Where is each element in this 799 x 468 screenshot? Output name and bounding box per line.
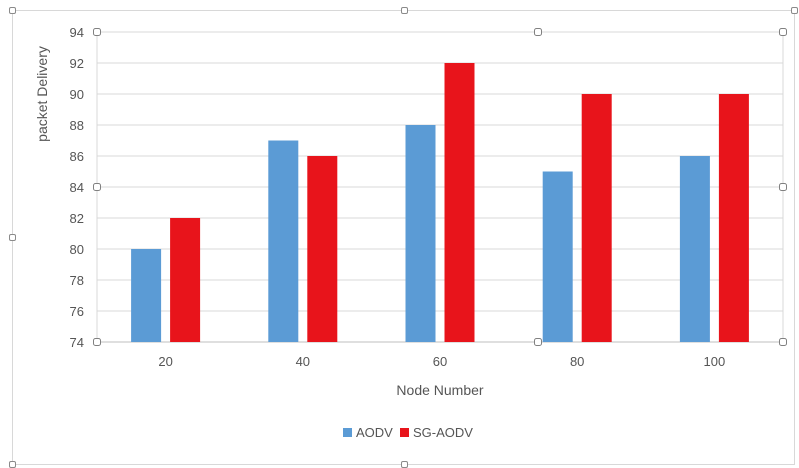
plot-resize-handle[interactable] [779,28,787,36]
legend-label: SG-AODV [413,425,473,440]
legend-swatch [400,428,409,437]
frame-resize-handle[interactable] [9,7,16,14]
plot-resize-handle[interactable] [93,183,101,191]
y-tick-label: 84 [70,180,84,195]
y-tick-label: 76 [70,304,84,319]
y-tick-label: 94 [70,25,84,40]
y-tick-label: 86 [70,149,84,164]
y-tick-label: 92 [70,56,84,71]
chart-area[interactable] [9,7,798,468]
bar-sg-aodv[interactable] [718,94,749,342]
bar-sg-aodv[interactable] [170,218,201,342]
bar-aodv[interactable] [131,249,162,342]
frame-resize-handle[interactable] [791,7,798,14]
y-tick-label: 82 [70,211,84,226]
x-tick-label: 60 [433,354,447,369]
bar-sg-aodv[interactable] [307,156,338,342]
bar-sg-aodv[interactable] [581,94,612,342]
plot-resize-handle[interactable] [779,338,787,346]
y-axis-title: packet Delivery [34,46,50,142]
bar-aodv[interactable] [405,125,436,342]
y-tick-label: 74 [70,335,84,350]
bar-aodv[interactable] [679,156,710,342]
y-axis-tick-labels: 74 76 78 80 82 84 86 88 90 92 94 [70,25,84,350]
bar-aodv[interactable] [268,140,299,343]
x-tick-label: 40 [296,354,310,369]
frame-resize-handle[interactable] [9,234,16,241]
legend: AODV SG-AODV [343,425,473,440]
x-axis-tick-labels: 20 40 60 80 100 [158,354,725,369]
y-tick-label: 90 [70,87,84,102]
x-tick-label: 80 [570,354,584,369]
y-tick-label: 78 [70,273,84,288]
plot-resize-handle[interactable] [534,338,542,346]
bars [131,63,749,342]
plot-resize-handle[interactable] [93,28,101,36]
legend-label: AODV [356,425,393,440]
plot-area-handles [93,28,787,346]
plot-resize-handle[interactable] [534,28,542,36]
legend-swatch [343,428,352,437]
x-tick-label: 100 [704,354,726,369]
plot-resize-handle[interactable] [779,183,787,191]
x-axis-title: Node Number [396,382,483,398]
frame-resize-handle[interactable] [401,7,408,14]
plot-resize-handle[interactable] [93,338,101,346]
x-tick-label: 20 [158,354,172,369]
y-tick-label: 88 [70,118,84,133]
bar-sg-aodv[interactable] [444,63,475,342]
bar-aodv[interactable] [542,171,573,343]
y-tick-label: 80 [70,242,84,257]
